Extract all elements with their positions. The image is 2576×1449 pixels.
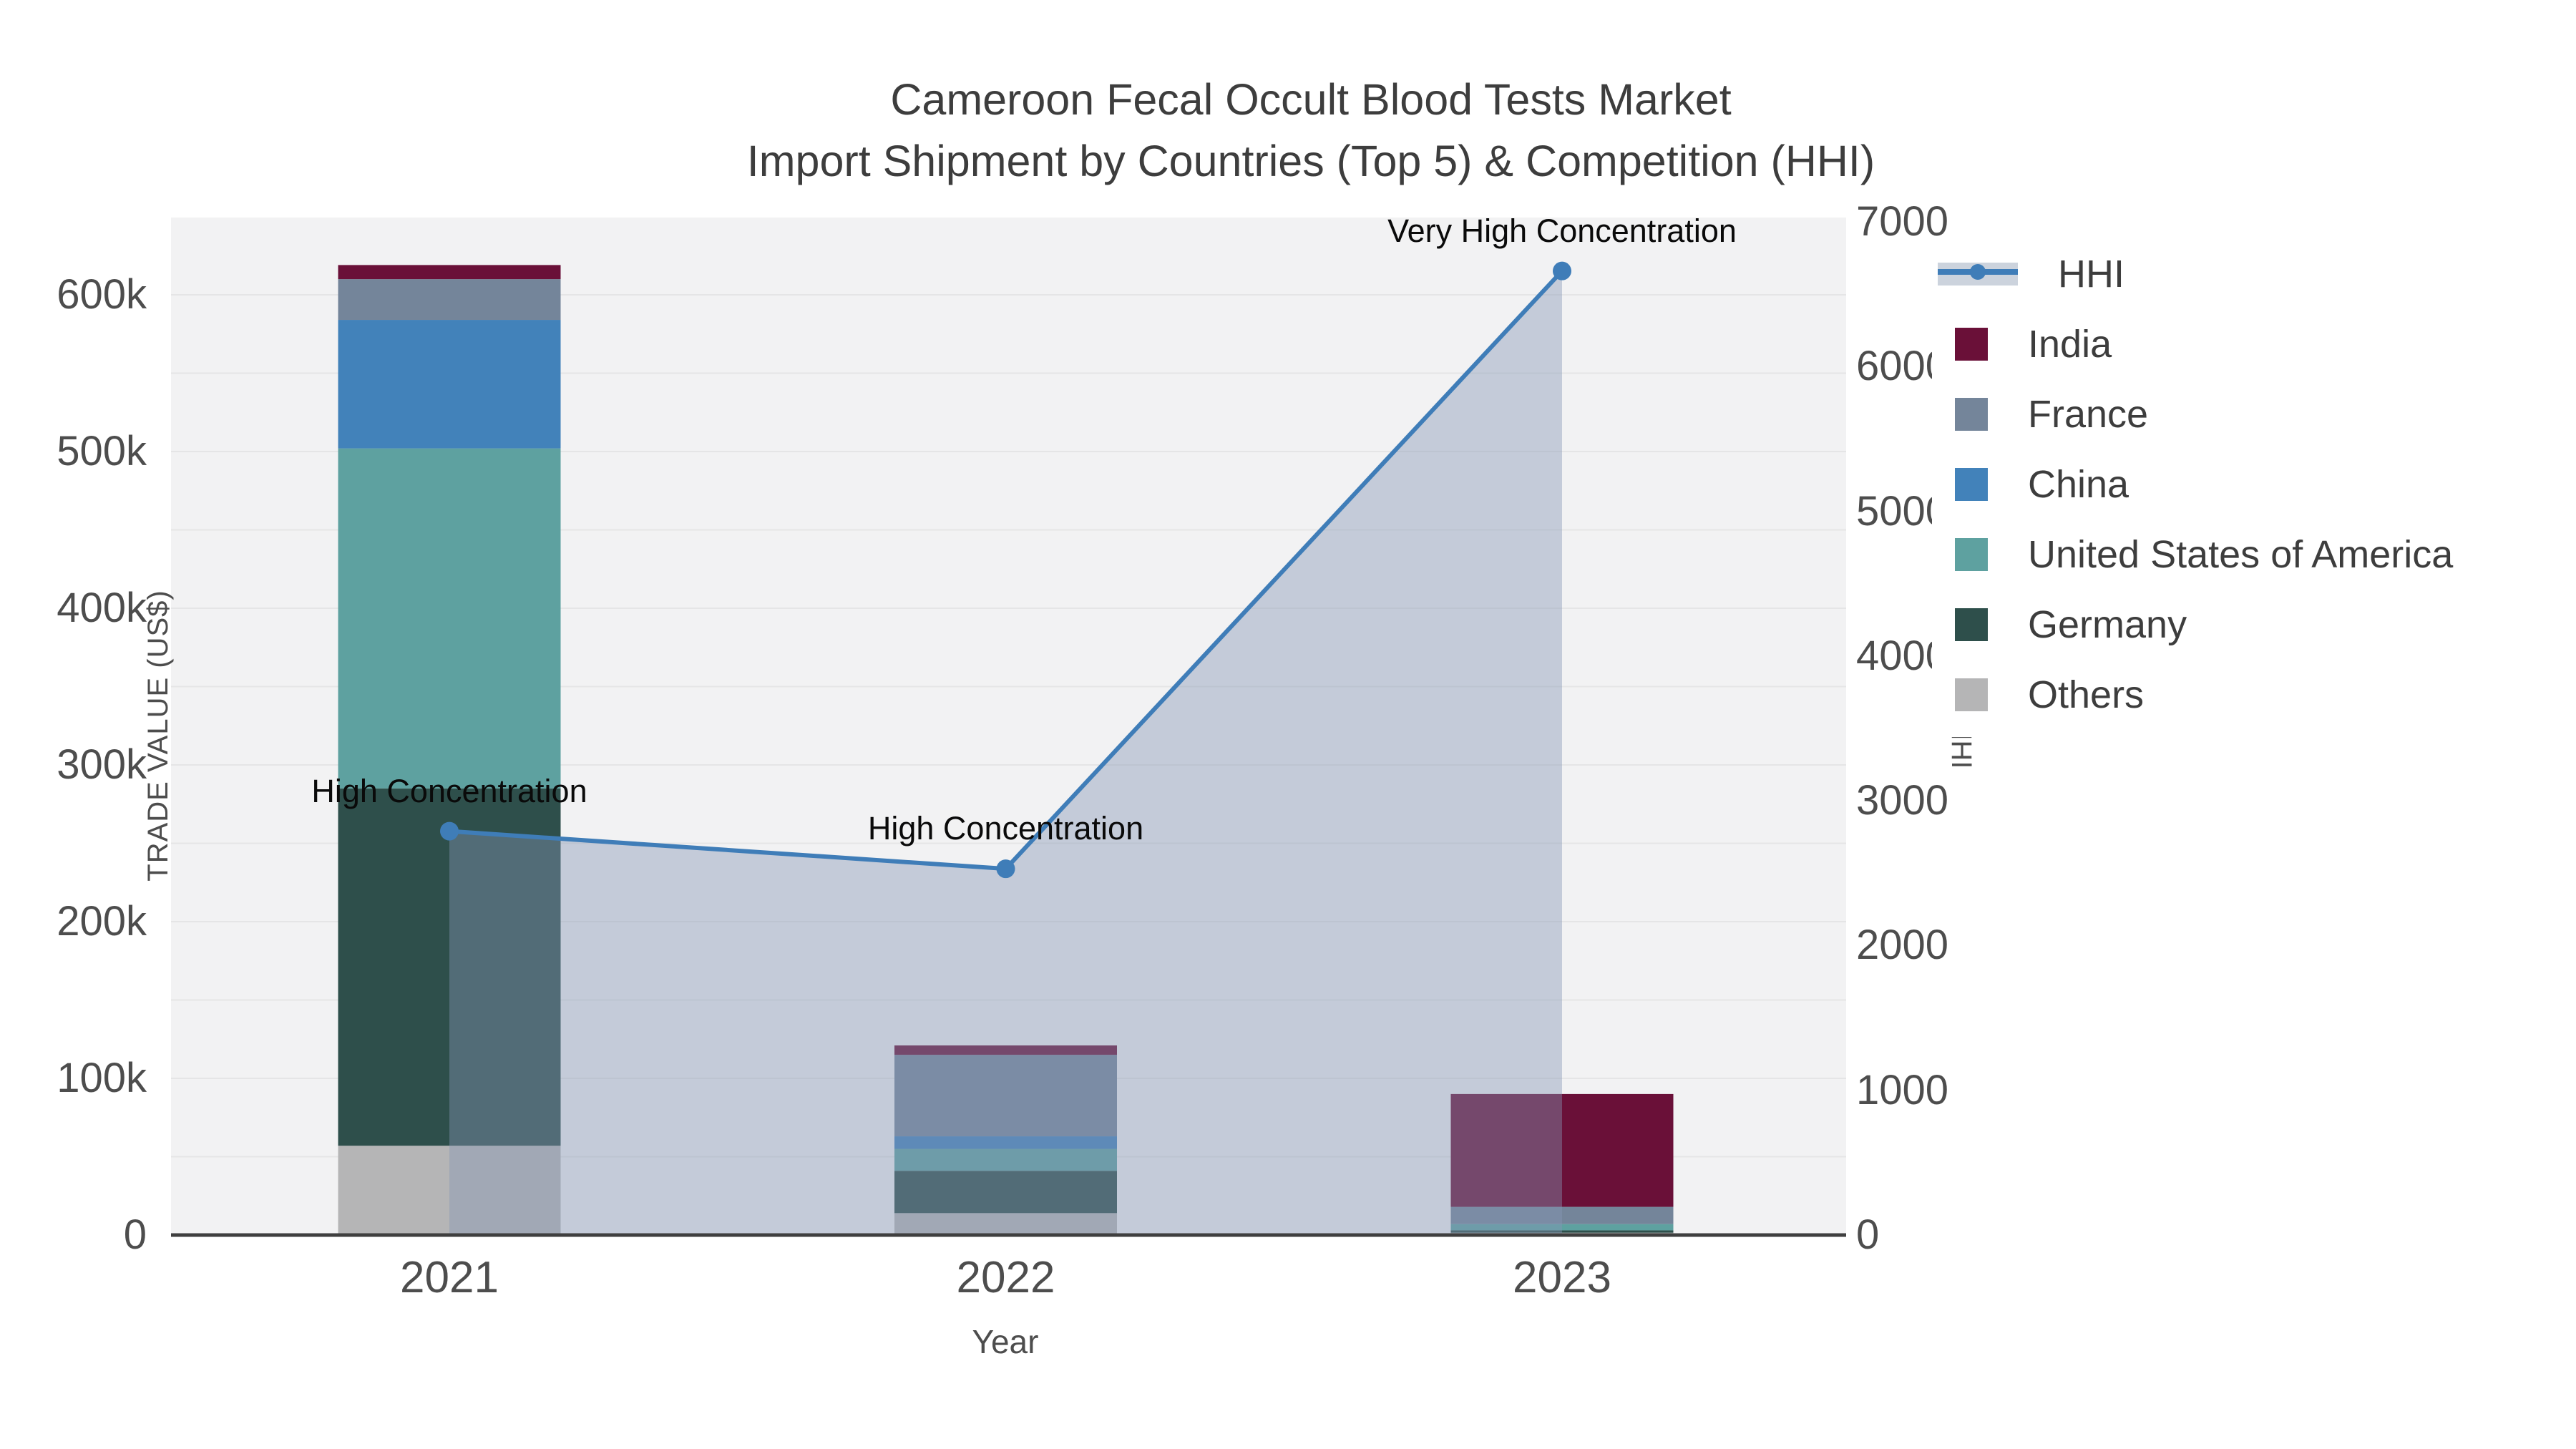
legend-swatch-icon xyxy=(1955,538,1988,571)
chart-title-line2: Import Shipment by Countries (Top 5) & C… xyxy=(746,137,1875,185)
legend-swatch-icon xyxy=(1955,398,1988,431)
bar-segment-2022-united-states-of-america xyxy=(894,1148,1117,1171)
legend-label: Others xyxy=(2028,673,2145,716)
legend-label: United States of America xyxy=(2028,533,2454,576)
hhi-line-sample-icon xyxy=(1938,263,2018,286)
x-tick-2021: 2021 xyxy=(400,1253,499,1302)
legend-label: France xyxy=(2028,393,2149,436)
legend-label: HHI xyxy=(2058,253,2124,296)
bar-segment-2021-others xyxy=(338,1146,561,1235)
y-right-tick-1000: 1000 xyxy=(1856,1066,1949,1113)
bar-segment-2022-others xyxy=(894,1213,1117,1235)
bar-segment-2021-china xyxy=(338,320,561,449)
y-left-tick-200k: 200k xyxy=(57,898,147,945)
y-left-axis-title: TRADE VALUE (US$) xyxy=(142,590,175,882)
y-right-tick-3000: 3000 xyxy=(1856,777,1949,824)
legend-item-india[interactable]: India xyxy=(1932,309,2453,379)
legend-item-germany[interactable]: Germany xyxy=(1932,590,2453,660)
legend-swatch-icon xyxy=(1955,608,1988,641)
bar-segment-2023-france xyxy=(1450,1206,1674,1224)
y-left-tick-600k: 600k xyxy=(57,271,147,318)
hhi-marker-2023 xyxy=(1553,261,1571,280)
x-tick-2022: 2022 xyxy=(956,1253,1055,1302)
bar-segment-2021-india xyxy=(338,265,561,280)
hhi-area-fill xyxy=(449,270,1562,1235)
x-axis-title: Year xyxy=(972,1323,1039,1360)
annotation-2021: High Concentration xyxy=(311,772,587,809)
y-left-tick-400k: 400k xyxy=(57,585,147,631)
annotation-2022: High Concentration xyxy=(867,810,1144,847)
hhi-marker-2021 xyxy=(440,821,459,841)
legend-item-china[interactable]: China xyxy=(1932,449,2453,519)
legend: HHI India France China United States of Amer… xyxy=(1932,236,2474,737)
bar-segment-2022-india xyxy=(894,1045,1117,1055)
annotation-2023: Very High Concentration xyxy=(1387,212,1737,249)
legend-swatch-icon xyxy=(1955,328,1988,361)
legend-swatch-icon xyxy=(1955,678,1988,711)
hhi-marker-2022 xyxy=(996,859,1015,879)
legend-label: Germany xyxy=(2028,603,2187,646)
chart-title-line1: Cameroon Fecal Occult Blood Tests Market xyxy=(890,75,1732,124)
bar-segment-2022-germany xyxy=(894,1171,1117,1214)
y-left-tick-100k: 100k xyxy=(57,1055,147,1101)
legend-item-united-states-of-america[interactable]: United States of America xyxy=(1932,519,2453,590)
y-left-tick-300k: 300k xyxy=(57,741,147,788)
bar-segment-2021-germany xyxy=(338,788,561,1146)
legend-item-others[interactable]: Others xyxy=(1932,660,2453,730)
y-right-tick-0: 0 xyxy=(1856,1211,1880,1258)
bar-segment-2022-france xyxy=(894,1055,1117,1137)
chart-title: Cameroon Fecal Occult Blood Tests Market… xyxy=(171,69,2451,192)
y-left-tick-500k: 500k xyxy=(57,428,147,474)
bar-segment-2021-france xyxy=(338,279,561,321)
legend-item-hhi[interactable]: HHI xyxy=(1932,239,2453,309)
legend-label: India xyxy=(2028,323,2112,366)
bar-segment-2023-germany xyxy=(1450,1230,1674,1233)
legend-swatch-icon xyxy=(1955,468,1988,501)
bar-segment-2023-india xyxy=(1450,1093,1674,1207)
legend-item-france[interactable]: France xyxy=(1932,379,2453,449)
legend-label: China xyxy=(2028,463,2129,506)
bar-segment-2021-united-states-of-america xyxy=(338,448,561,789)
bar-segment-2023-united-states-of-america xyxy=(1450,1224,1674,1231)
y-right-tick-2000: 2000 xyxy=(1856,922,1949,969)
x-tick-2023: 2023 xyxy=(1513,1253,1611,1302)
bar-segment-2022-china xyxy=(894,1136,1117,1149)
y-left-tick-0: 0 xyxy=(123,1211,147,1258)
